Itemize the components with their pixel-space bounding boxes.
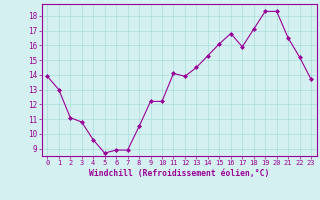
X-axis label: Windchill (Refroidissement éolien,°C): Windchill (Refroidissement éolien,°C) bbox=[89, 169, 269, 178]
